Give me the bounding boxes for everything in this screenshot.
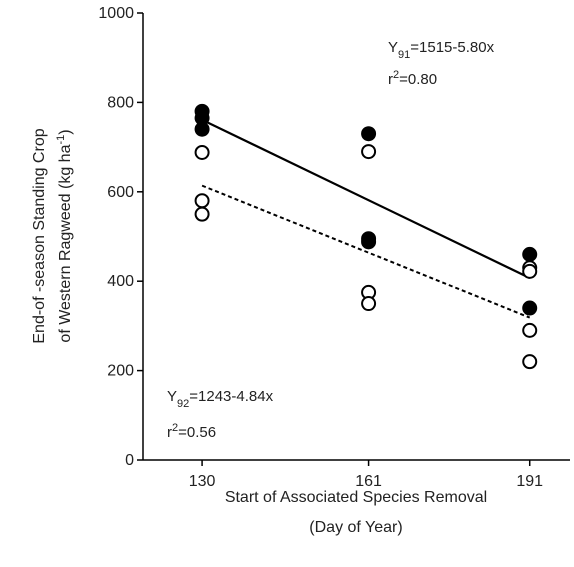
fit-line bbox=[201, 118, 531, 279]
point bbox=[194, 121, 210, 137]
annotation: Y92=1243-4.84x bbox=[167, 388, 274, 410]
point bbox=[361, 126, 377, 142]
point bbox=[361, 234, 377, 250]
x-tick-label: 191 bbox=[516, 473, 543, 490]
y-tick-label: 600 bbox=[107, 184, 134, 201]
point bbox=[522, 300, 538, 316]
point bbox=[194, 193, 210, 209]
y-axis-label: of Western Ragweed (kg ha-1) bbox=[55, 129, 74, 342]
point bbox=[361, 296, 377, 312]
y-tick-label: 800 bbox=[107, 94, 134, 111]
point bbox=[194, 206, 210, 222]
x-tick-label: 130 bbox=[189, 473, 216, 490]
fit-line bbox=[201, 184, 531, 319]
point bbox=[361, 144, 377, 160]
y-tick-label: 0 bbox=[125, 452, 134, 469]
y-tick-label: 1000 bbox=[98, 5, 134, 22]
x-tick-label: 161 bbox=[355, 473, 382, 490]
annotation: Y91=1515-5.80x bbox=[388, 39, 495, 61]
point bbox=[522, 246, 538, 262]
x-axis-label: Start of Associated Species Removal bbox=[225, 489, 487, 506]
annotation: r2=0.80 bbox=[388, 69, 437, 88]
point bbox=[194, 144, 210, 160]
point bbox=[522, 263, 538, 279]
point bbox=[522, 354, 538, 370]
x-axis-label: (Day of Year) bbox=[309, 519, 402, 536]
y-tick-label: 200 bbox=[107, 363, 134, 380]
y-axis-label: End-of -season Standing Crop bbox=[31, 128, 48, 343]
y-tick-label: 400 bbox=[107, 273, 134, 290]
annotation: r2=0.56 bbox=[167, 422, 216, 441]
point bbox=[522, 322, 538, 338]
